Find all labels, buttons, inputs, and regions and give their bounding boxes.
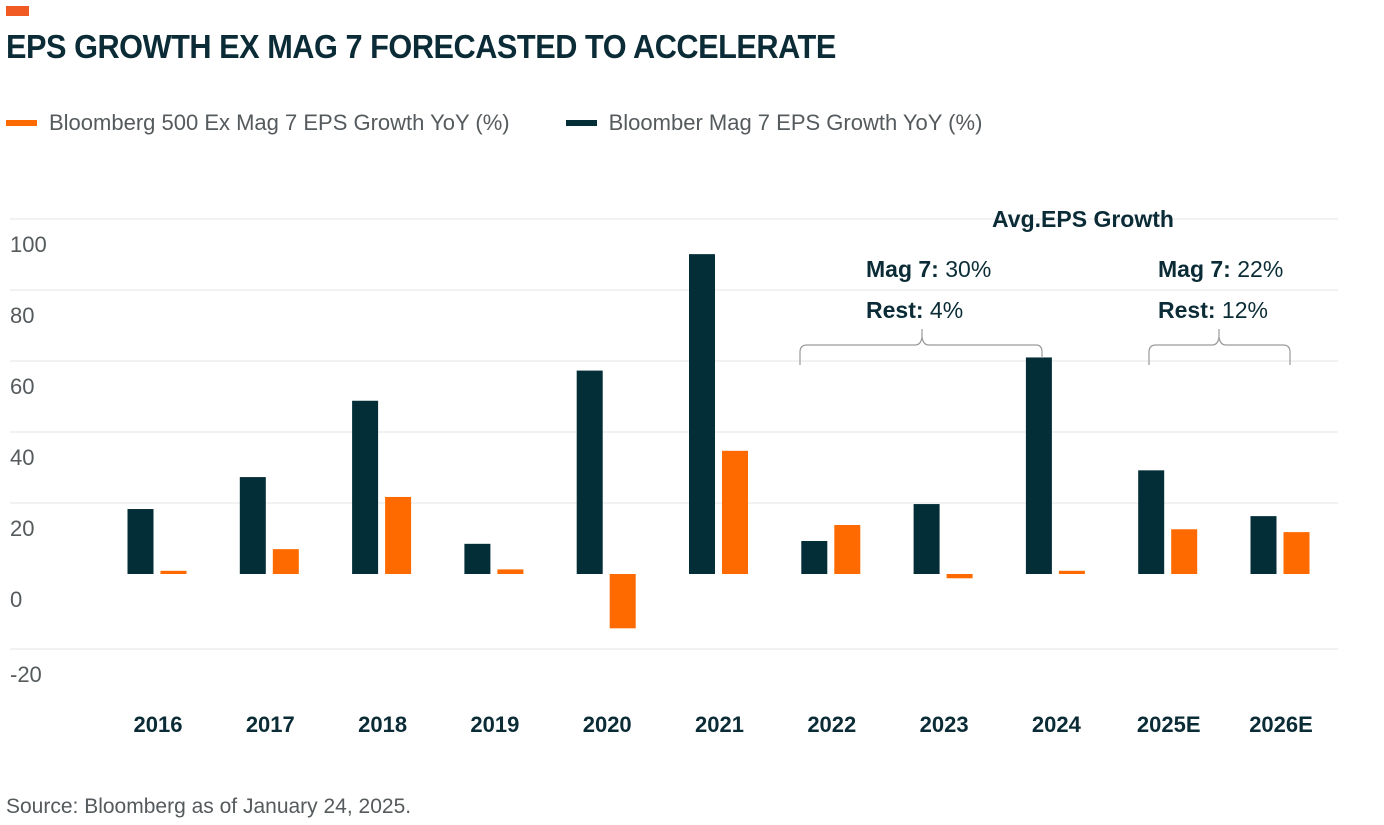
legend-swatch-ex-mag7: [6, 120, 37, 126]
bar-mag7: [352, 400, 379, 574]
bar-ex-mag7: [1283, 532, 1310, 574]
y-tick-label: 0: [10, 587, 22, 612]
x-tick-label: 2020: [583, 712, 632, 737]
annotation-mag7-value: 30%: [945, 256, 991, 282]
annotation-rest-label: Rest:: [1158, 297, 1216, 323]
x-tick-label: 2018: [358, 712, 407, 737]
bar-mag7: [239, 477, 266, 574]
annotation-mag7-line: Mag 7: 30%: [866, 256, 991, 282]
legend-item-ex-mag7: Bloomberg 500 Ex Mag 7 EPS Growth YoY (%…: [6, 110, 510, 136]
bar-mag7: [801, 540, 828, 574]
bar-ex-mag7: [1058, 570, 1085, 574]
bar-mag7: [689, 254, 715, 574]
y-tick-label: 80: [10, 303, 34, 328]
brand-accent-bar: [6, 6, 29, 16]
annotation-rest-value: 12%: [1222, 297, 1268, 323]
x-tick-label: 2016: [134, 712, 183, 737]
gridlines: [10, 218, 1338, 650]
bar-group-2019: [464, 543, 524, 574]
x-axis-ticks: 2016 2017 2018 2019 2020 2021 2022 2023 2024 2025…: [134, 712, 1313, 737]
annotation-heading: Avg.EPS Growth: [992, 206, 1174, 232]
annotation-rest-value: 4%: [930, 297, 963, 323]
bar-group-2017: [239, 477, 299, 574]
bar-ex-mag7: [609, 574, 636, 629]
annotation-bracket: [799, 329, 1043, 365]
annotation-group-2022-2024: Mag 7: 30% Rest: 4%: [799, 256, 1043, 365]
bar-ex-mag7: [1171, 529, 1198, 574]
annotation-mag7-line: Mag 7: 22%: [1158, 256, 1283, 282]
x-tick-label: 2024: [1032, 712, 1082, 737]
annotation-group-2025e-2026e: Mag 7: 22% Rest: 12%: [1148, 256, 1291, 365]
x-tick-label: 2019: [470, 712, 519, 737]
legend-item-mag7: Bloomber Mag 7 EPS Growth YoY (%): [565, 110, 983, 136]
legend-label-ex-mag7: Bloomberg 500 Ex Mag 7 EPS Growth YoY (%…: [49, 110, 510, 135]
y-tick-label: 60: [10, 374, 34, 399]
x-tick-label: 2021: [695, 712, 744, 737]
bar-mag7: [1250, 516, 1277, 574]
bar-mag7: [1138, 470, 1165, 574]
source-note: Source: Bloomberg as of January 24, 2025…: [6, 795, 412, 818]
bar-ex-mag7: [722, 450, 748, 574]
y-tick-label: 40: [10, 445, 34, 470]
bar-mag7: [1025, 357, 1052, 574]
y-axis-ticks: 100 80 60 40 20 0 -20: [10, 232, 47, 687]
bar-mag7: [127, 509, 154, 574]
bar-mag7: [576, 370, 603, 574]
annotation-rest-line: Rest: 4%: [866, 297, 963, 323]
bar-ex-mag7: [946, 574, 973, 579]
bar-group-2018: [352, 400, 412, 574]
annotation-rest-line: Rest: 12%: [1158, 297, 1268, 323]
bar-group-2021: [689, 254, 748, 574]
chart-title: EPS GROWTH EX MAG 7 FORECASTED TO ACCELE…: [6, 28, 836, 65]
x-tick-label: 2025E: [1137, 712, 1201, 737]
y-tick-label: 20: [10, 516, 34, 541]
bar-ex-mag7: [160, 570, 187, 574]
annotation-mag7-label: Mag 7:: [866, 256, 939, 282]
bar-group-2020: [576, 370, 636, 629]
x-tick-label: 2023: [920, 712, 969, 737]
bar-group-2022: [801, 525, 861, 574]
bar-ex-mag7: [497, 569, 524, 574]
bar-group-2026e: [1250, 516, 1310, 574]
bar-ex-mag7: [272, 549, 299, 574]
y-tick-label: -20: [10, 662, 42, 687]
annotation-bracket: [1148, 329, 1291, 365]
x-tick-label: 2017: [246, 712, 295, 737]
legend-swatch-mag7: [565, 120, 597, 126]
bar-ex-mag7: [834, 525, 861, 574]
y-tick-label: 100: [10, 232, 47, 257]
bar-group-2023: [913, 504, 973, 579]
annotations: Avg.EPS Growth Mag 7: 30% Rest: 4% Mag 7…: [799, 206, 1291, 365]
chart-legend: Bloomberg 500 Ex Mag 7 EPS Growth YoY (%…: [6, 108, 1038, 138]
legend-label-mag7: Bloomber Mag 7 EPS Growth YoY (%): [608, 110, 983, 135]
bar-group-2024: [1025, 357, 1085, 574]
bar-group-2016: [127, 509, 187, 574]
annotation-mag7-value: 22%: [1237, 256, 1283, 282]
x-tick-label: 2026E: [1249, 712, 1313, 737]
annotation-rest-label: Rest:: [866, 297, 924, 323]
bar-group-2025e: [1138, 470, 1198, 574]
bar-mag7: [464, 543, 491, 574]
bar-mag7: [913, 504, 940, 574]
bar-ex-mag7: [385, 496, 412, 574]
bars: [127, 254, 1310, 629]
x-tick-label: 2022: [807, 712, 856, 737]
annotation-mag7-label: Mag 7:: [1158, 256, 1231, 282]
